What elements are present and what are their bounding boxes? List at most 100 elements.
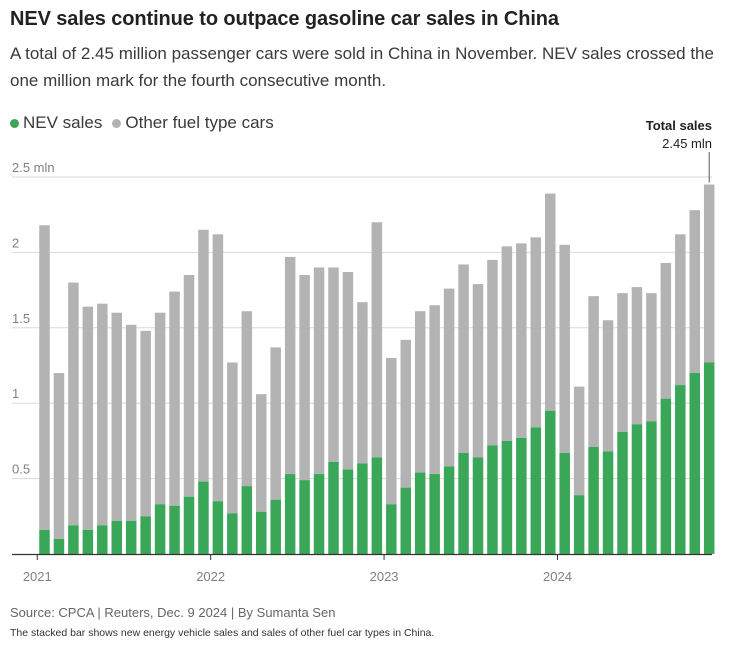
- bar-nev-2021-05: [97, 525, 108, 554]
- bar-nev-2021-07: [125, 520, 137, 554]
- bar-other-2022-10: [342, 272, 354, 470]
- bar-nev-2024-02: [573, 495, 585, 554]
- bar-other-2022-01: [212, 234, 224, 502]
- bar-other-2023-10: [516, 243, 527, 438]
- y-tick-label: 2: [12, 235, 19, 250]
- bar-other-2024-09: [675, 234, 686, 386]
- bar-nev-2022-02: [227, 513, 238, 554]
- bar-nev-2023-06: [458, 452, 469, 554]
- x-tick-label-year: 2023: [370, 569, 399, 584]
- bar-nev-2022-07: [299, 480, 310, 554]
- bar-nev-2022-11: [357, 463, 368, 554]
- bar-nev-2021-04: [82, 529, 94, 554]
- bar-other-2022-03: [241, 311, 253, 487]
- legend-swatch-other: [112, 118, 122, 128]
- bar-other-2023-08: [487, 259, 498, 446]
- bar-nev-2022-06: [284, 474, 296, 554]
- bar-other-2022-12: [371, 222, 383, 458]
- bar-other-2023-05: [443, 288, 455, 467]
- bar-nev-2023-10: [516, 437, 527, 554]
- bar-nev-2023-03: [414, 472, 426, 554]
- legend: NEV sales Other fuel type cars: [10, 113, 284, 133]
- bar-nev-2024-10: [689, 373, 700, 554]
- legend-swatch-nev: [10, 118, 19, 128]
- bar-other-2023-03: [414, 311, 426, 473]
- bar-other-2024-10: [689, 210, 700, 374]
- total-sales-label: Total sales: [645, 118, 712, 133]
- bar-other-2023-12: [545, 193, 556, 411]
- bar-nev-2022-09: [328, 462, 339, 554]
- bar-nev-2024-08: [660, 398, 672, 554]
- bar-other-2023-06: [458, 264, 469, 453]
- bar-nev-2022-04: [256, 511, 267, 554]
- bar-nev-2023-12: [545, 410, 556, 554]
- bar-nev-2024-06: [631, 424, 643, 554]
- legend-label-other: Other fuel type cars: [125, 113, 274, 132]
- bar-other-2022-06: [284, 256, 296, 475]
- bar-other-2022-05: [270, 347, 281, 500]
- bar-other-2024-07: [646, 293, 657, 422]
- bar-other-2021-08: [140, 330, 151, 517]
- total-sales-annotation: Total sales 2.45 mln: [646, 117, 712, 153]
- x-tick-label-year: 2021: [23, 569, 52, 584]
- bar-nev-2022-03: [241, 486, 253, 554]
- bar-other-2023-07: [472, 284, 484, 458]
- bar-nev-2021-09: [154, 504, 166, 554]
- bar-nev-2021-12: [198, 481, 209, 554]
- bar-other-2024-08: [660, 262, 672, 399]
- x-tick-label-year: 2024: [543, 569, 572, 584]
- bar-other-2021-12: [198, 229, 209, 482]
- y-tick-label: 1: [12, 386, 19, 401]
- y-tick-label: 1.5: [12, 311, 30, 326]
- bar-other-2021-10: [169, 291, 180, 506]
- bar-other-2024-05: [617, 293, 628, 432]
- bar-other-2021-09: [154, 312, 166, 505]
- bar-other-2022-08: [313, 267, 325, 475]
- bar-nev-2024-01: [559, 452, 570, 554]
- bar-nev-2024-04: [602, 451, 614, 554]
- bar-nev-2022-10: [342, 469, 354, 554]
- bar-nev-2022-12: [371, 457, 383, 554]
- bar-nev-2023-08: [487, 445, 498, 554]
- bar-nev-2024-07: [646, 421, 657, 554]
- bar-other-2023-01: [386, 357, 397, 505]
- bar-nev-2021-03: [68, 525, 79, 554]
- source-credit: Source: CPCA | Reuters, Dec. 9 2024 | By…: [10, 605, 336, 620]
- total-sales-value: 2.45 mln: [662, 136, 712, 151]
- bar-nev-2022-08: [313, 474, 325, 554]
- bar-other-2022-04: [256, 394, 267, 512]
- bar-other-2021-07: [125, 324, 137, 521]
- bar-other-2024-01: [559, 244, 570, 453]
- bar-nev-2021-08: [140, 516, 151, 554]
- bar-other-2024-06: [631, 287, 643, 425]
- bar-other-2022-09: [328, 267, 339, 463]
- bar-nev-2023-01: [386, 504, 397, 554]
- bar-other-2022-02: [227, 362, 238, 514]
- y-tick-label: 0.5: [12, 462, 30, 477]
- bar-other-2024-04: [602, 320, 614, 452]
- bar-nev-2024-03: [588, 446, 599, 554]
- bar-other-2021-01: [39, 225, 50, 530]
- bar-other-2023-02: [400, 339, 411, 488]
- bar-other-2021-04: [82, 306, 94, 530]
- bar-other-2021-11: [183, 275, 195, 497]
- bar-other-2023-09: [501, 246, 513, 441]
- chart-subtitle: A total of 2.45 million passenger cars w…: [10, 44, 714, 90]
- y-tick-label: 2.5 mln: [12, 160, 55, 175]
- bar-nev-2023-07: [472, 457, 484, 554]
- chart-title: NEV sales continue to outpace gasoline c…: [10, 8, 559, 30]
- legend-item-other: Other fuel type cars: [112, 113, 274, 133]
- bar-other-2024-03: [588, 296, 599, 447]
- bar-other-2024-11: [703, 184, 715, 363]
- bar-nev-2023-09: [501, 440, 513, 554]
- bar-nev-2022-05: [270, 499, 281, 554]
- chart-note: The stacked bar shows new energy vehicle…: [10, 627, 435, 639]
- bar-nev-2021-10: [169, 505, 180, 554]
- bar-nev-2021-11: [183, 496, 195, 554]
- bar-nev-2021-06: [111, 520, 122, 554]
- bar-other-2024-02: [573, 386, 585, 496]
- bar-nev-2021-02: [53, 538, 65, 554]
- bar-other-2021-05: [97, 303, 108, 526]
- legend-label-nev: NEV sales: [23, 113, 103, 132]
- bar-other-2023-11: [530, 237, 542, 428]
